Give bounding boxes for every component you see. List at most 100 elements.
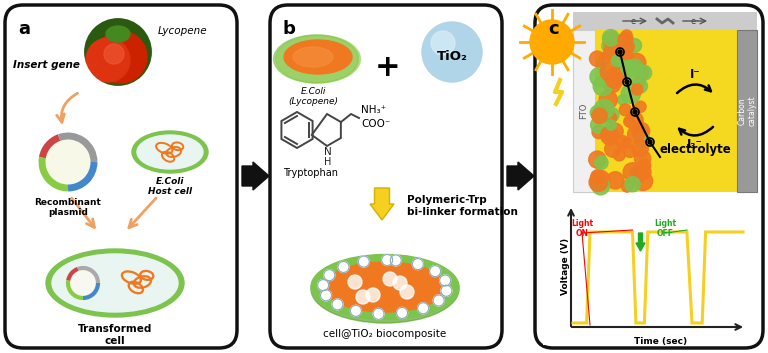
Circle shape <box>632 122 650 140</box>
Circle shape <box>634 150 650 167</box>
Circle shape <box>621 84 641 103</box>
Circle shape <box>635 133 650 149</box>
Circle shape <box>632 61 644 73</box>
Text: electrolyte: electrolyte <box>659 144 731 156</box>
Bar <box>593 30 737 192</box>
Circle shape <box>390 255 401 266</box>
Bar <box>573 30 595 192</box>
Circle shape <box>603 30 619 46</box>
Circle shape <box>359 256 369 267</box>
Ellipse shape <box>284 40 352 74</box>
Circle shape <box>629 68 643 83</box>
Text: cell@TiO₂ biocomposite: cell@TiO₂ biocomposite <box>323 329 447 339</box>
Text: Transformed
cell: Transformed cell <box>78 324 152 346</box>
Circle shape <box>621 49 634 62</box>
Text: e⁻: e⁻ <box>690 17 700 25</box>
Circle shape <box>618 32 633 47</box>
Ellipse shape <box>311 255 459 323</box>
Ellipse shape <box>276 35 360 83</box>
Circle shape <box>630 166 643 179</box>
Text: TiO₂: TiO₂ <box>436 49 468 62</box>
Circle shape <box>396 307 408 318</box>
Circle shape <box>633 123 646 137</box>
Circle shape <box>86 38 130 82</box>
Circle shape <box>623 41 634 53</box>
Circle shape <box>592 108 607 124</box>
Circle shape <box>606 120 616 130</box>
Text: +: + <box>376 54 401 83</box>
Circle shape <box>598 105 608 115</box>
Circle shape <box>433 295 444 306</box>
Circle shape <box>592 177 610 195</box>
Circle shape <box>590 51 605 66</box>
Circle shape <box>634 79 647 93</box>
Circle shape <box>602 40 614 52</box>
Circle shape <box>618 33 634 49</box>
Text: E.Coli
Host cell: E.Coli Host cell <box>148 177 192 196</box>
Circle shape <box>356 290 370 304</box>
Circle shape <box>604 141 621 157</box>
Circle shape <box>603 130 616 143</box>
Circle shape <box>40 134 96 190</box>
Circle shape <box>611 55 623 66</box>
Text: bi-linker formation: bi-linker formation <box>407 207 518 217</box>
Circle shape <box>627 53 646 72</box>
Circle shape <box>631 84 643 95</box>
Circle shape <box>591 116 607 133</box>
Circle shape <box>617 95 627 105</box>
Circle shape <box>614 61 631 77</box>
Bar <box>543 197 751 345</box>
Circle shape <box>604 108 619 122</box>
FancyArrow shape <box>507 162 534 190</box>
Circle shape <box>431 31 455 55</box>
Text: I₃⁻: I₃⁻ <box>687 138 703 151</box>
Circle shape <box>595 156 608 169</box>
Circle shape <box>637 65 651 80</box>
Circle shape <box>624 116 634 127</box>
Circle shape <box>618 50 622 54</box>
Circle shape <box>589 173 607 191</box>
Circle shape <box>324 270 335 281</box>
Bar <box>737 30 757 192</box>
Circle shape <box>42 136 94 188</box>
Circle shape <box>589 151 606 168</box>
Circle shape <box>635 101 646 112</box>
Text: NH₃⁺: NH₃⁺ <box>361 105 386 115</box>
Text: Recombinant
plasmid: Recombinant plasmid <box>35 198 101 217</box>
Text: c: c <box>548 20 558 38</box>
Circle shape <box>628 38 641 52</box>
Circle shape <box>592 125 605 139</box>
Circle shape <box>648 140 652 144</box>
Circle shape <box>607 67 625 85</box>
Circle shape <box>621 60 637 77</box>
Circle shape <box>591 106 604 120</box>
Circle shape <box>599 91 617 109</box>
Circle shape <box>604 41 621 58</box>
Text: I⁻: I⁻ <box>690 68 700 82</box>
Text: E.Coli
(Lycopene): E.Coli (Lycopene) <box>288 87 338 106</box>
Circle shape <box>382 255 392 265</box>
Text: Light
ON: Light ON <box>571 219 593 238</box>
Circle shape <box>601 127 619 145</box>
Circle shape <box>621 30 632 41</box>
FancyArrow shape <box>370 188 394 220</box>
Circle shape <box>383 272 397 286</box>
Circle shape <box>591 170 605 184</box>
Ellipse shape <box>311 255 459 319</box>
Circle shape <box>338 262 349 273</box>
Ellipse shape <box>52 254 178 312</box>
Text: Voltage (V): Voltage (V) <box>561 238 570 294</box>
Circle shape <box>593 76 613 96</box>
Circle shape <box>633 77 644 89</box>
Circle shape <box>634 125 648 138</box>
Circle shape <box>621 138 631 148</box>
Circle shape <box>350 305 362 316</box>
Circle shape <box>627 59 643 75</box>
Circle shape <box>604 42 624 61</box>
Text: Insert gene: Insert gene <box>13 60 80 70</box>
Text: e⁻: e⁻ <box>631 17 640 25</box>
Ellipse shape <box>106 26 130 42</box>
Circle shape <box>590 67 609 86</box>
Text: Carbon
catalyst: Carbon catalyst <box>737 96 756 126</box>
FancyArrow shape <box>636 233 645 251</box>
